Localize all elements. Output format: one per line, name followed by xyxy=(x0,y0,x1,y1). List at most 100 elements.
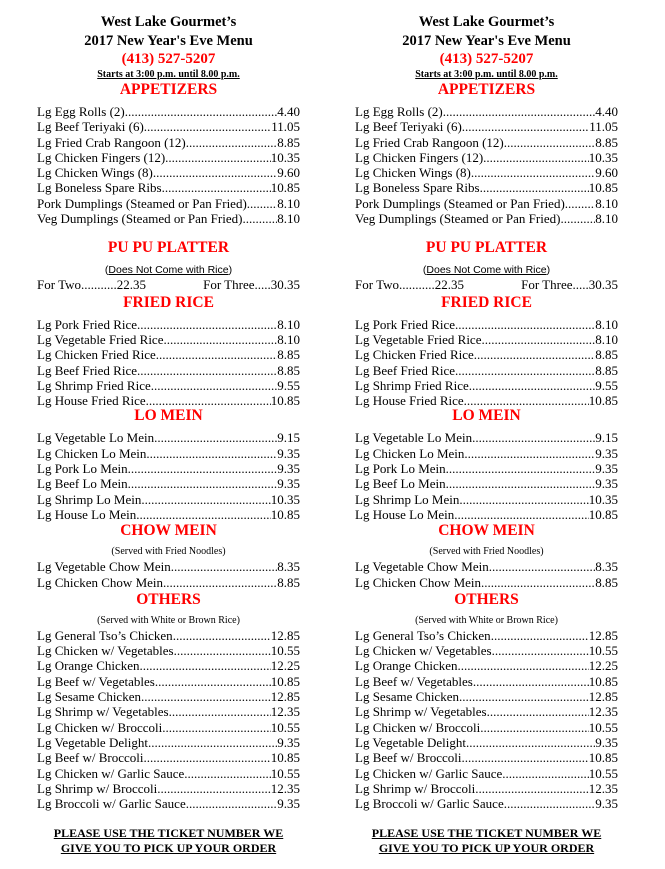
others-heading: OTHERS xyxy=(454,590,519,608)
menu-item: Lg Chicken Fried Rice 8.85 xyxy=(37,347,300,362)
menu-item-price: 9.35 xyxy=(277,445,300,461)
menu-item-name: Lg General Tso’s Chicken xyxy=(37,627,173,643)
menu-item: Lg Shrimp w/ Vegetables 12.35 xyxy=(37,704,300,719)
menu-item-price: 8.10 xyxy=(595,211,618,227)
menu-item-price: 11.05 xyxy=(271,119,300,135)
dot-leader xyxy=(163,332,277,347)
menu-item-price: 10.85 xyxy=(270,180,300,196)
pupu-platter-heading: PU PU PLATTER xyxy=(425,239,548,257)
dot-leader xyxy=(474,347,595,362)
dot-leader xyxy=(487,704,589,719)
chow-mein-heading: CHOW MEIN xyxy=(438,522,535,540)
menu-item: Lg Shrimp Lo Mein 10.35 xyxy=(355,492,618,507)
dot-leader xyxy=(455,317,595,332)
dot-leader xyxy=(157,781,271,796)
menu-item-name: Lg Egg Rolls (2) xyxy=(37,104,125,119)
menu-item-price: 10.85 xyxy=(588,750,618,766)
menu-item-name: Lg Vegetable Fried Rice xyxy=(37,331,164,347)
menu-item: Lg Chicken Wings (8) 9.60 xyxy=(37,165,300,180)
menu-item-name: Lg Orange Chicken xyxy=(37,658,140,674)
menu-item-price: 4.40 xyxy=(277,104,300,119)
menu-item-name: Lg House Fried Rice xyxy=(37,393,146,409)
menu-item: Lg Beef Fried Rice 8.85 xyxy=(37,363,300,378)
dot-leader xyxy=(154,430,277,445)
menu-item-price: 8.10 xyxy=(277,316,300,332)
pupu-prices: For Two...........22.35 For Three.....30… xyxy=(37,277,300,292)
menu-item-name: Lg Vegetable Lo Mein xyxy=(37,430,155,446)
menu-item: Lg Beef w/ Vegetables 10.85 xyxy=(37,674,300,689)
menu-item-name: Lg Shrimp w/ Vegetables xyxy=(37,704,169,720)
dot-leader xyxy=(560,211,595,226)
menu-item: Lg Pork Lo Mein 9.35 xyxy=(37,461,300,476)
menu-item: Lg Chicken Fingers (12) 10.35 xyxy=(37,150,300,165)
dot-leader xyxy=(443,104,596,119)
menu-item-name: Lg Pork Fried Rice xyxy=(37,316,138,332)
menu-item-price: 10.85 xyxy=(588,180,618,196)
menu-item-name: Lg Beef w/ Broccoli xyxy=(355,750,462,766)
menu-item: Lg House Fried Rice 10.85 xyxy=(355,393,618,408)
menu-item: Lg Vegetable Chow Mein 8.35 xyxy=(355,559,618,574)
menu-item: Lg Beef Lo Mein 9.35 xyxy=(37,476,300,491)
hours-text: Starts at 3:00 p.m. until 8.00 p.m. xyxy=(415,69,558,80)
menu-item: Lg House Lo Mein 10.85 xyxy=(355,507,618,522)
menu-item-name: Lg Chicken Fried Rice xyxy=(37,347,156,363)
menu-item: Lg House Fried Rice 10.85 xyxy=(37,393,300,408)
menu-item: Lg Beef Teriyaki (6) 11.05 xyxy=(37,119,300,134)
menu-item-name: Lg Pork Lo Mein xyxy=(355,461,446,477)
menu-item-name: Lg Chicken w/ Vegetables xyxy=(37,643,174,659)
menu-item: Lg General Tso’s Chicken 12.85 xyxy=(355,628,618,643)
dot-leader xyxy=(483,150,589,165)
dot-leader xyxy=(128,461,278,476)
dot-leader xyxy=(136,507,270,522)
menu-item-price: 10.85 xyxy=(588,506,618,522)
dot-leader xyxy=(141,492,270,507)
menu-item: Lg Beef Teriyaki (6) 11.05 xyxy=(355,119,618,134)
dot-leader xyxy=(171,559,278,574)
fried-rice-heading: FRIED RICE xyxy=(441,293,532,311)
dot-leader xyxy=(165,150,271,165)
menu-item: Lg Chicken w/ Garlic Sauce 10.55 xyxy=(355,766,618,781)
menu-item-price: 8.10 xyxy=(277,195,300,211)
menu-item-name: Lg Broccoli w/ Garlic Sauce xyxy=(355,796,504,812)
menu-item-name: Lg Beef Lo Mein xyxy=(355,476,446,492)
menu-item: Lg Chicken Fingers (12) 10.35 xyxy=(355,150,618,165)
menu-item: Lg Shrimp Lo Mein 10.35 xyxy=(37,492,300,507)
menu-item-name: Lg Chicken w/ Vegetables xyxy=(355,643,492,659)
menu-item-price: 9.60 xyxy=(277,165,300,181)
menu-item-name: Lg Chicken w/ Broccoli xyxy=(355,719,481,735)
menu-item-price: 12.35 xyxy=(270,780,300,796)
menu-item-price: 11.05 xyxy=(589,119,618,135)
pupu-prices: For Two...........22.35 For Three.....30… xyxy=(355,277,618,292)
pupu-two-price: 22.35 xyxy=(434,277,464,293)
others-note: (Served with White or Brown Rice) xyxy=(415,614,558,626)
menu-item-price: 12.35 xyxy=(588,780,618,796)
pupu-three-price: 30.35 xyxy=(588,277,618,293)
dot-leader xyxy=(186,796,278,811)
menu-item: Lg Shrimp Fried Rice 9.55 xyxy=(37,378,300,393)
dot-leader xyxy=(565,196,595,211)
menu-item-price: 8.10 xyxy=(277,331,300,347)
menu-item-price: 9.35 xyxy=(595,476,618,492)
menu-item-price: 12.85 xyxy=(588,627,618,643)
menu-item-name: Veg Dumplings (Steamed or Pan Fried) xyxy=(355,211,561,227)
pupu-three: For Three.....30.35 xyxy=(521,277,618,293)
menu-item-name: Lg General Tso’s Chicken xyxy=(355,627,491,643)
menu-item-name: Lg Beef Teriyaki (6) xyxy=(37,119,144,135)
menu-item: Lg Egg Rolls (2) 4.40 xyxy=(37,104,300,119)
menu-item-name: Lg Chicken w/ Broccoli xyxy=(37,719,163,735)
others-heading: OTHERS xyxy=(136,590,201,608)
menu-item-price: 10.35 xyxy=(588,149,618,165)
dot-leader xyxy=(492,643,589,658)
menu-item-name: Lg Chicken Chow Mein xyxy=(37,574,164,590)
menu-item: Lg Vegetable Chow Mein 8.35 xyxy=(37,559,300,574)
dot-leader xyxy=(462,750,589,765)
dot-leader xyxy=(464,393,589,408)
dot-leader xyxy=(174,643,271,658)
menu-item: Lg Vegetable Delight 9.35 xyxy=(355,735,618,750)
menu-item-price: 8.10 xyxy=(277,211,300,227)
menu-item: Lg Beef w/ Broccoli 10.85 xyxy=(37,750,300,765)
chow-mein-note: (Served with Fried Noodles) xyxy=(429,546,544,558)
